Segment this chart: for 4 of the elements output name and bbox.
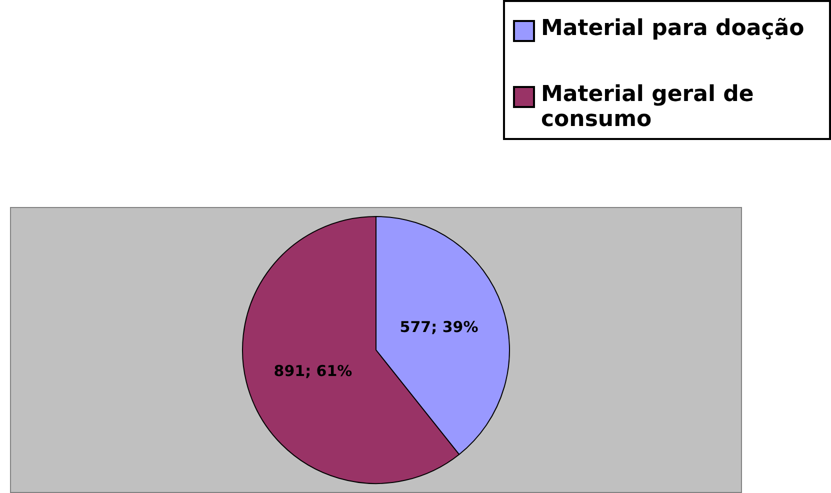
data-label: 577; 39% (400, 318, 478, 336)
legend-label: Material geral de consumo (541, 82, 755, 132)
legend-label: Material para doação (541, 16, 804, 41)
data-label: 891; 61% (274, 362, 352, 380)
